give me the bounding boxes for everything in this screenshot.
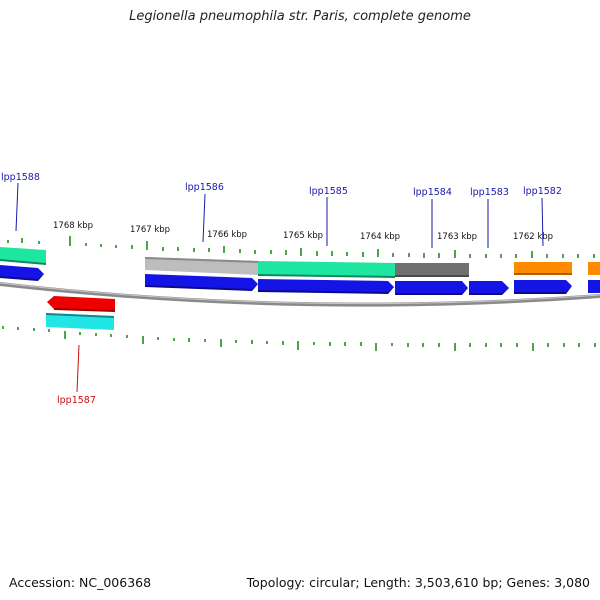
topology-text: Topology: circular; Length: 3,503,610 bp…	[246, 575, 590, 590]
genome-backbone	[0, 282, 600, 307]
gene-label-lpp1583: lpp1583	[470, 187, 509, 198]
kbp-label: 1764 kbp	[360, 232, 400, 242]
kbp-label: 1768 kbp	[53, 221, 93, 231]
kbp-label: 1765 kbp	[283, 231, 323, 241]
gene-label-lpp1586: lpp1586	[185, 182, 224, 193]
forward-cds-row	[0, 265, 600, 295]
ruler-ticks-bottom	[2, 326, 596, 351]
gene-label-lpp1588: lpp1588	[1, 172, 40, 183]
kbp-label: 1763 kbp	[437, 232, 477, 242]
label-leaders	[15, 182, 544, 393]
ruler-ticks-top	[7, 236, 595, 258]
gene-label-lpp1584: lpp1584	[413, 187, 452, 198]
gene-label-lpp1582: lpp1582	[523, 186, 562, 197]
kbp-label: 1767 kbp	[130, 225, 170, 235]
kbp-label: 1766 kbp	[207, 230, 247, 240]
reverse-feature-row	[46, 296, 115, 330]
gene-label-lpp1585: lpp1585	[309, 186, 348, 197]
map-title: Legionella pneumophila str. Paris, compl…	[129, 9, 471, 24]
kbp-label: 1762 kbp	[513, 232, 553, 242]
accession-text: Accession: NC_006368	[9, 575, 152, 590]
upper-feature-row	[0, 247, 600, 278]
gene-label-lpp1587: lpp1587	[57, 395, 96, 406]
